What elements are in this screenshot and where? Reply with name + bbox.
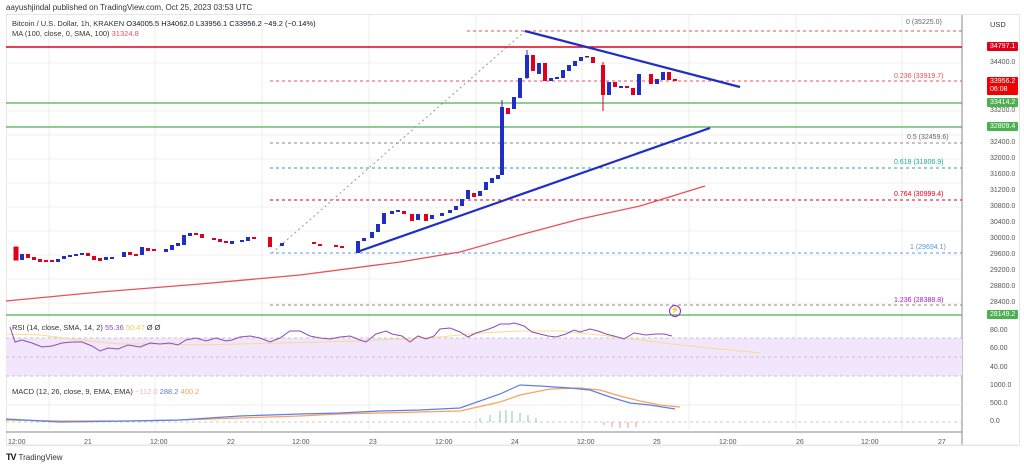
published-caption: aayushjindal published on TradingView.co… <box>6 3 253 12</box>
macd-hist-value: −112.0 <box>134 387 158 396</box>
y-tick: 29600.0 <box>990 251 1016 258</box>
last-price-tag: 33956.2 06:08 <box>987 77 1019 95</box>
rsi-sma-value: 50.47 <box>125 323 145 332</box>
macd-value: 288.2 <box>159 387 179 396</box>
rsi-tick: 60.00 <box>990 345 1008 352</box>
symbol-name: Bitcoin / U.S. Dollar, 1h, KRAKEN <box>12 19 125 28</box>
tradingview-logo[interactable]: TV TradingView <box>6 452 63 462</box>
x-tick: 24 <box>511 439 519 446</box>
macd-tick: 500.0 <box>990 400 1008 407</box>
y-tick: 32400.0 <box>990 139 1016 146</box>
x-tick: 21 <box>84 439 92 446</box>
x-tick: 12:00 <box>719 439 737 446</box>
y-tick: 34400.0 <box>990 59 1016 66</box>
fib-label-1: 1 (29694.1) <box>910 244 946 251</box>
x-tick: 22 <box>227 439 235 446</box>
fib-label-0764: 0.764 (30999.4) <box>894 191 944 198</box>
lightning-event-icon[interactable]: ⚡ <box>669 305 681 317</box>
rsi-value: 55.36 <box>104 323 124 332</box>
ma-label: MA (100, close, 0, SMA, 100) <box>12 29 110 38</box>
y-tick: 30000.0 <box>990 235 1016 242</box>
y-tick: 31600.0 <box>990 171 1016 178</box>
currency-label[interactable]: USD <box>990 20 1006 29</box>
rsi-legend: RSI (14, close, SMA, 14, 2) 55.36 50.47 … <box>12 323 161 332</box>
x-tick: 12:00 <box>8 439 26 446</box>
y-tick: 30400.0 <box>990 219 1016 226</box>
symbol-legend: Bitcoin / U.S. Dollar, 1h, KRAKEN O34005… <box>12 19 316 28</box>
x-tick: 12:00 <box>435 439 453 446</box>
candles <box>13 50 677 262</box>
fib-label-0618: 0.618 (31806.9) <box>894 159 944 166</box>
y-tick: 28800.0 <box>990 283 1016 290</box>
x-tick: 12:00 <box>577 439 595 446</box>
change-value: −49.2 (−0.14%) <box>263 19 316 28</box>
open-value: O34005.5 <box>126 19 160 28</box>
low-value: L33956.1 <box>195 19 228 28</box>
rsi-tick: 40.00 <box>990 364 1008 371</box>
bar-countdown: 06:08 <box>990 86 1008 93</box>
x-tick: 12:00 <box>292 439 310 446</box>
brand-name: TradingView <box>18 452 63 462</box>
x-tick: 12:00 <box>150 439 168 446</box>
x-tick: 12:00 <box>861 439 879 446</box>
macd-legend: MACD (12, 26, close, 9, EMA, EMA) −112.0… <box>12 387 199 396</box>
high-value: H34062.0 <box>161 19 194 28</box>
macd-label: MACD (12, 26, close, 9, EMA, EMA) <box>12 387 133 396</box>
macd-signal-value: 400.2 <box>180 387 200 396</box>
fib-label-1236: 1.236 (28388.8) <box>894 297 944 304</box>
tradingview-logo-icon: TV <box>6 452 16 462</box>
fib-label-0236: 0.236 (33919.7) <box>894 73 944 80</box>
x-tick: 25 <box>653 439 661 446</box>
rsi-z1: Ø <box>146 323 153 332</box>
support-price-tag-2: 32809.4 <box>987 122 1019 131</box>
y-tick: 29200.0 <box>990 267 1016 274</box>
y-tick: 31200.0 <box>990 187 1016 194</box>
y-tick: 33200.0 <box>990 107 1016 114</box>
y-tick: 30800.0 <box>990 203 1016 210</box>
fib-label-05: 0.5 (32459.6) <box>907 134 949 141</box>
macd-tick: 1000.0 <box>990 382 1012 389</box>
y-tick: 28400.0 <box>990 299 1016 306</box>
x-tick: 23 <box>369 439 377 446</box>
close-value: C33956.2 <box>229 19 262 28</box>
fib-label-0: 0 (35225.0) <box>906 19 942 26</box>
ma-value: 31324.8 <box>111 29 139 38</box>
last-price: 33956.2 <box>990 78 1016 85</box>
y-tick: 32000.0 <box>990 155 1016 162</box>
rsi-tick: 80.00 <box>990 327 1008 334</box>
macd-tick: 0.0 <box>990 418 1000 425</box>
resistance-price-tag: 34797.1 <box>987 42 1019 51</box>
support-price-tag-3: 28149.2 <box>987 310 1019 319</box>
x-tick: 26 <box>796 439 804 446</box>
rsi-z2: Ø <box>154 323 161 332</box>
rsi-label: RSI (14, close, SMA, 14, 2) <box>12 323 103 332</box>
support-price-tag-1: 33414.2 <box>987 98 1019 107</box>
ma-legend: MA (100, close, 0, SMA, 100) 31324.8 <box>12 29 139 38</box>
x-tick: 27 <box>938 439 946 446</box>
